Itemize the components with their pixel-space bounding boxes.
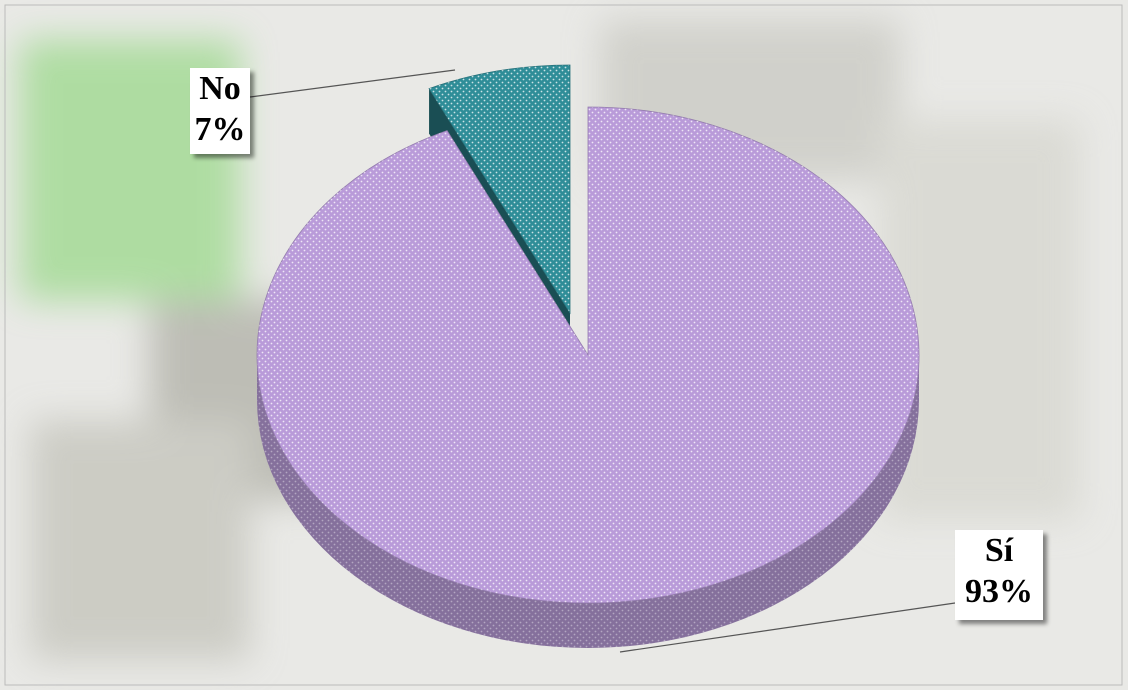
label-box xyxy=(955,530,1043,620)
category-label: Sí xyxy=(985,532,1014,569)
leader-line xyxy=(619,602,956,653)
category-label: No xyxy=(199,70,241,107)
label-box xyxy=(190,68,250,154)
value-label: 93% xyxy=(965,573,1033,610)
slice-texture xyxy=(429,65,570,313)
value-label: 7% xyxy=(195,111,246,148)
pie xyxy=(256,64,920,648)
slice-texture xyxy=(256,107,920,603)
leader-line xyxy=(249,69,456,98)
labels: Sí 93% No 7% xyxy=(190,68,1043,653)
slice-side-texture xyxy=(257,355,919,648)
